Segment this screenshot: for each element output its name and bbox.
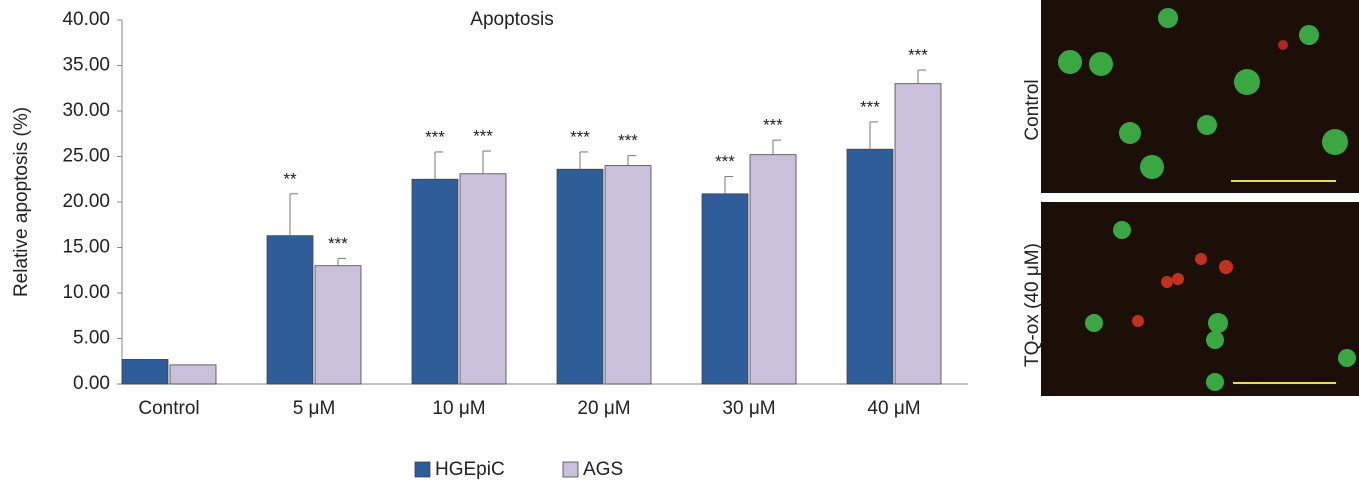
significance-label: *** [425, 127, 445, 146]
y-tick-label: 15.00 [62, 237, 110, 258]
bar [750, 155, 796, 384]
bar [170, 365, 216, 384]
significance-label: *** [618, 131, 638, 150]
bar [895, 84, 941, 384]
bar [412, 179, 458, 384]
bar [847, 149, 893, 384]
bar [122, 359, 168, 384]
panel-label: TQ-ox (40 μM) [1022, 243, 1043, 367]
significance-label: *** [763, 116, 783, 135]
y-axis-label: Relative apoptosis (%) [11, 107, 32, 297]
bar [267, 236, 313, 384]
bar [702, 194, 748, 384]
significance-label: *** [715, 152, 735, 171]
legend-label: HGEpiC [435, 459, 505, 480]
y-tick-label: 0.00 [73, 373, 110, 394]
panel-label: Control [1022, 79, 1043, 140]
significance-label: *** [908, 46, 928, 65]
x-tick-label: 30 μM [722, 398, 775, 419]
x-tick-label: 10 μM [432, 398, 485, 419]
y-tick-label: 25.00 [62, 146, 110, 167]
y-tick-label: 30.00 [62, 100, 110, 121]
y-tick-label: 20.00 [62, 191, 110, 212]
figure: Apoptosis Relative apoptosis (%) Control… [0, 0, 1359, 484]
x-tick-label: 20 μM [577, 398, 630, 419]
x-tick-label: 5 μM [293, 398, 336, 419]
bar [460, 174, 506, 384]
bar [315, 266, 361, 384]
significance-label: ** [283, 169, 297, 188]
image-panel [1041, 0, 1359, 396]
bar [605, 166, 651, 384]
significance-label: *** [473, 127, 493, 146]
y-tick-label: 10.00 [62, 282, 110, 303]
y-tick-label: 40.00 [62, 9, 110, 30]
x-tick-label: Control [138, 398, 199, 419]
legend-label: AGS [583, 459, 623, 480]
significance-label: *** [570, 127, 590, 146]
x-tick-label: 40 μM [867, 398, 920, 419]
chart-title: Apoptosis [470, 9, 553, 30]
bar [557, 169, 603, 384]
significance-label: *** [860, 97, 880, 116]
legend-swatch [563, 462, 578, 477]
significance-label: *** [328, 234, 348, 253]
legend-swatch [415, 462, 430, 477]
y-tick-label: 35.00 [62, 55, 110, 76]
y-tick-label: 5.00 [73, 328, 110, 349]
